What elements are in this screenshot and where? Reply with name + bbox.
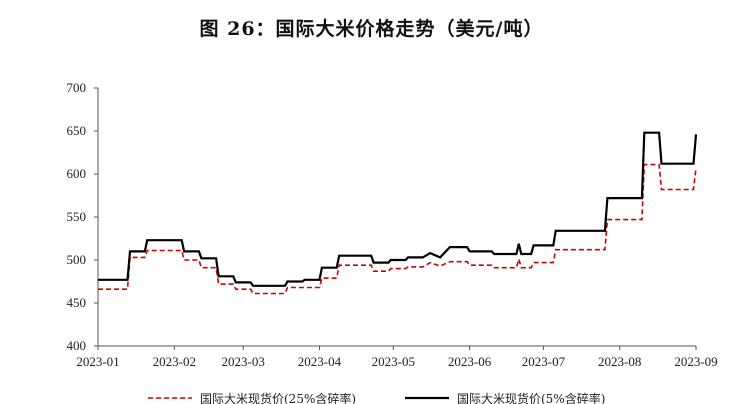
series-line-1 — [98, 163, 697, 295]
x-tick-label: 2023-03 — [222, 354, 265, 369]
axes: 400 450 500 550 600 650 700 2023-01 2023-02 2023-… — [67, 80, 718, 369]
chart-title: 图 26：国际大米价格走势（美元/吨） — [199, 18, 544, 40]
legend-label-2: 国际大米现货价(5%含碎率) — [457, 391, 605, 404]
series-layer — [98, 131, 698, 295]
x-tick-label: 2023-08 — [598, 354, 641, 369]
legend-label-1: 国际大米现货价(25%含碎率) — [200, 391, 356, 404]
y-tick-label: 450 — [67, 295, 87, 310]
x-tick-label: 2023-06 — [448, 354, 492, 369]
y-tick-label: 550 — [67, 209, 87, 224]
legend: 国际大米现货价(25%含碎率) 国际大米现货价(5%含碎率) — [148, 391, 605, 404]
x-tick-label: 2023-07 — [522, 354, 566, 369]
x-tick-label: 2023-01 — [76, 354, 119, 369]
y-tick-label: 400 — [67, 338, 87, 353]
series-line-2 — [98, 131, 698, 287]
x-tick-label: 2023-05 — [372, 354, 415, 369]
x-tick-label: 2023-09 — [674, 354, 717, 369]
y-tick-label: 650 — [67, 123, 87, 138]
x-tick-label: 2023-02 — [153, 354, 196, 369]
y-tick-label: 700 — [67, 80, 87, 95]
y-tick-label: 600 — [67, 166, 87, 181]
y-tick-label: 500 — [67, 252, 87, 267]
x-tick-label: 2023-04 — [298, 354, 342, 369]
